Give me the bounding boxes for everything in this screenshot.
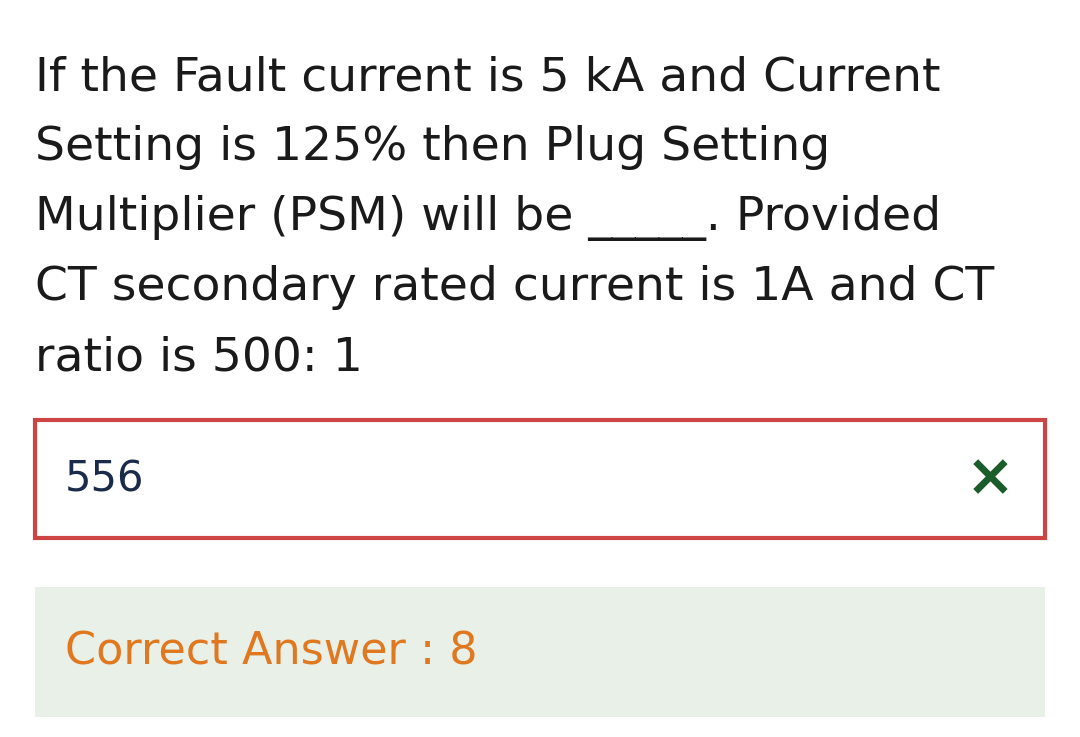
Bar: [35, 420, 1045, 538]
Text: 556: 556: [65, 458, 145, 500]
Text: ratio is 500: 1: ratio is 500: 1: [35, 335, 363, 380]
Text: ×: ×: [967, 450, 1015, 508]
Text: CT secondary rated current is 1A and CT: CT secondary rated current is 1A and CT: [35, 265, 995, 310]
Text: Multiplier (PSM) will be _____. Provided: Multiplier (PSM) will be _____. Provided: [35, 195, 941, 241]
Text: If the Fault current is 5 kA and Current: If the Fault current is 5 kA and Current: [35, 55, 941, 100]
Text: Correct Answer : 8: Correct Answer : 8: [65, 630, 477, 674]
Bar: [35, 587, 1045, 717]
Text: Setting is 125% then Plug Setting: Setting is 125% then Plug Setting: [35, 125, 831, 170]
